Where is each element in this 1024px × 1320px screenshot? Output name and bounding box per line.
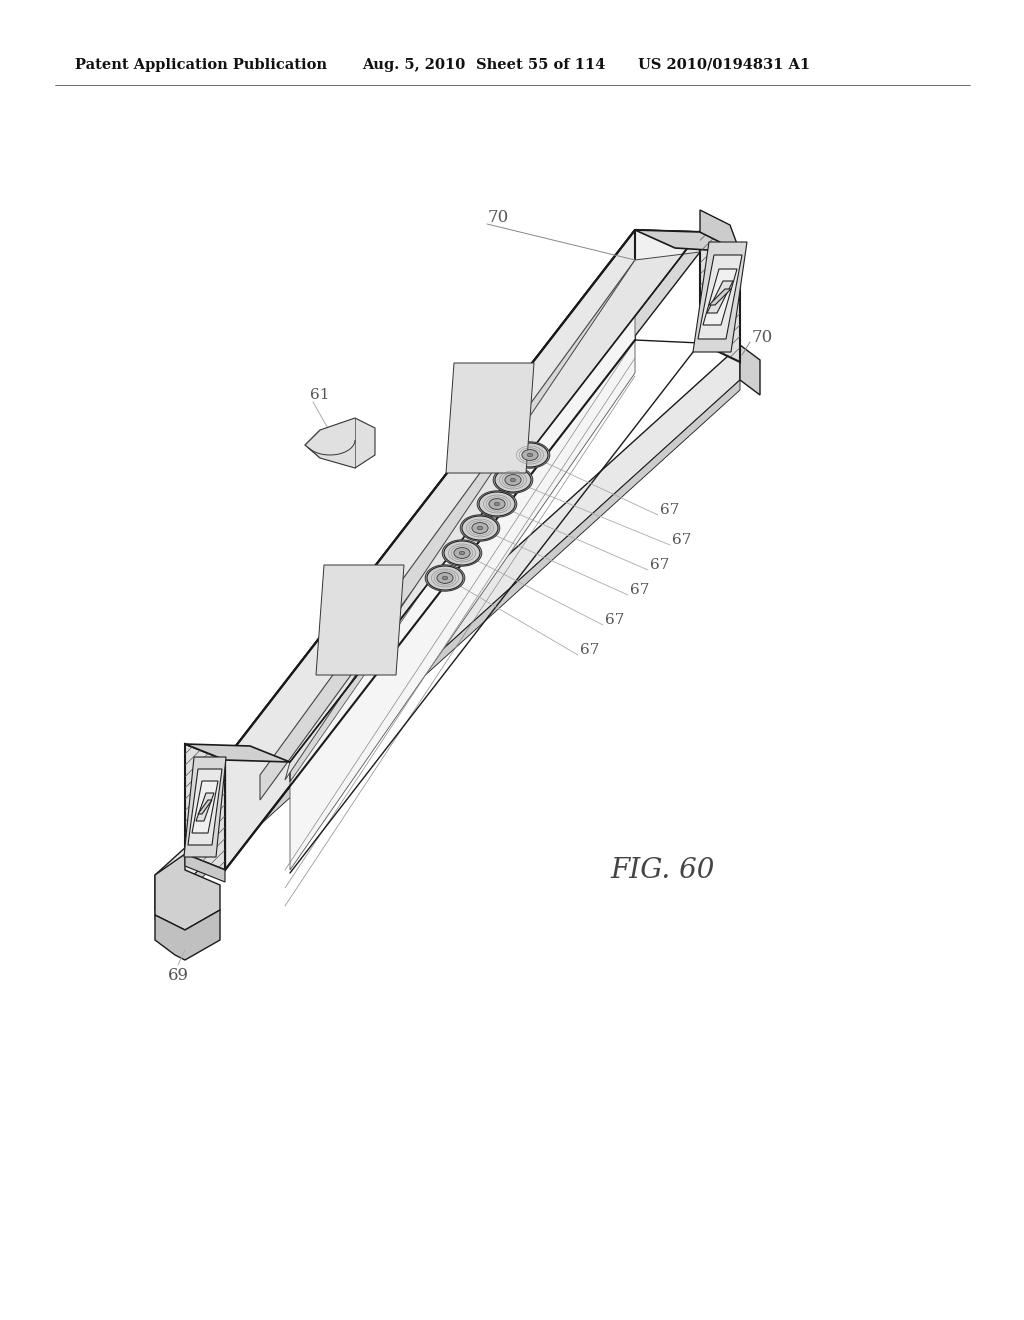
- Polygon shape: [305, 418, 375, 469]
- Ellipse shape: [477, 491, 517, 517]
- Polygon shape: [185, 744, 290, 762]
- Polygon shape: [700, 232, 740, 362]
- Polygon shape: [457, 376, 523, 459]
- Polygon shape: [703, 269, 737, 325]
- Text: 70: 70: [488, 210, 509, 227]
- Text: Sheet 55 of 114: Sheet 55 of 114: [476, 58, 605, 73]
- Polygon shape: [635, 230, 740, 252]
- Polygon shape: [185, 744, 225, 870]
- Text: 67: 67: [580, 643, 599, 657]
- Ellipse shape: [460, 515, 500, 541]
- Ellipse shape: [477, 527, 482, 529]
- Polygon shape: [327, 578, 393, 661]
- Polygon shape: [740, 345, 760, 395]
- Text: 61: 61: [310, 388, 330, 403]
- Polygon shape: [468, 391, 512, 446]
- Polygon shape: [155, 909, 220, 960]
- Ellipse shape: [472, 523, 488, 533]
- Text: US 2010/0194831 A1: US 2010/0194831 A1: [638, 58, 810, 73]
- Text: Patent Application Publication: Patent Application Publication: [75, 58, 327, 73]
- Ellipse shape: [495, 469, 531, 492]
- Polygon shape: [707, 281, 733, 313]
- Ellipse shape: [454, 548, 470, 558]
- Ellipse shape: [425, 565, 465, 591]
- Polygon shape: [184, 756, 226, 857]
- Text: 67: 67: [660, 503, 679, 517]
- Ellipse shape: [522, 450, 538, 461]
- Text: 67: 67: [605, 612, 625, 627]
- Polygon shape: [225, 230, 635, 870]
- Text: 70: 70: [752, 330, 773, 346]
- Ellipse shape: [442, 577, 447, 579]
- Text: 67: 67: [672, 533, 691, 546]
- Polygon shape: [188, 770, 222, 845]
- Ellipse shape: [510, 478, 516, 482]
- Polygon shape: [479, 404, 501, 432]
- Polygon shape: [693, 242, 746, 352]
- Polygon shape: [198, 800, 212, 814]
- Ellipse shape: [460, 552, 465, 554]
- Ellipse shape: [510, 442, 550, 469]
- Polygon shape: [225, 230, 700, 762]
- Ellipse shape: [488, 499, 505, 510]
- Polygon shape: [155, 345, 740, 909]
- Polygon shape: [446, 363, 534, 473]
- Ellipse shape: [427, 566, 463, 590]
- Text: 67: 67: [630, 583, 649, 597]
- Polygon shape: [193, 781, 218, 833]
- Polygon shape: [260, 260, 635, 800]
- Polygon shape: [196, 793, 214, 821]
- Polygon shape: [185, 854, 225, 882]
- Polygon shape: [285, 232, 700, 780]
- Ellipse shape: [505, 475, 521, 486]
- Ellipse shape: [494, 467, 532, 494]
- Polygon shape: [349, 606, 371, 634]
- Text: FIG. 60: FIG. 60: [610, 857, 715, 883]
- Polygon shape: [316, 565, 404, 675]
- Ellipse shape: [527, 453, 532, 457]
- Ellipse shape: [437, 573, 453, 583]
- Ellipse shape: [462, 516, 498, 540]
- Ellipse shape: [444, 541, 480, 565]
- Polygon shape: [698, 255, 742, 339]
- Polygon shape: [700, 210, 740, 252]
- Polygon shape: [290, 232, 700, 781]
- Ellipse shape: [495, 502, 500, 506]
- Polygon shape: [155, 854, 220, 931]
- Text: Aug. 5, 2010: Aug. 5, 2010: [362, 58, 465, 73]
- Text: 67: 67: [650, 558, 670, 572]
- Ellipse shape: [479, 492, 515, 516]
- Text: 69: 69: [168, 966, 188, 983]
- Polygon shape: [155, 380, 740, 920]
- Polygon shape: [290, 285, 635, 870]
- Polygon shape: [709, 289, 731, 305]
- Ellipse shape: [442, 540, 482, 566]
- Polygon shape: [338, 593, 382, 648]
- Ellipse shape: [512, 444, 548, 467]
